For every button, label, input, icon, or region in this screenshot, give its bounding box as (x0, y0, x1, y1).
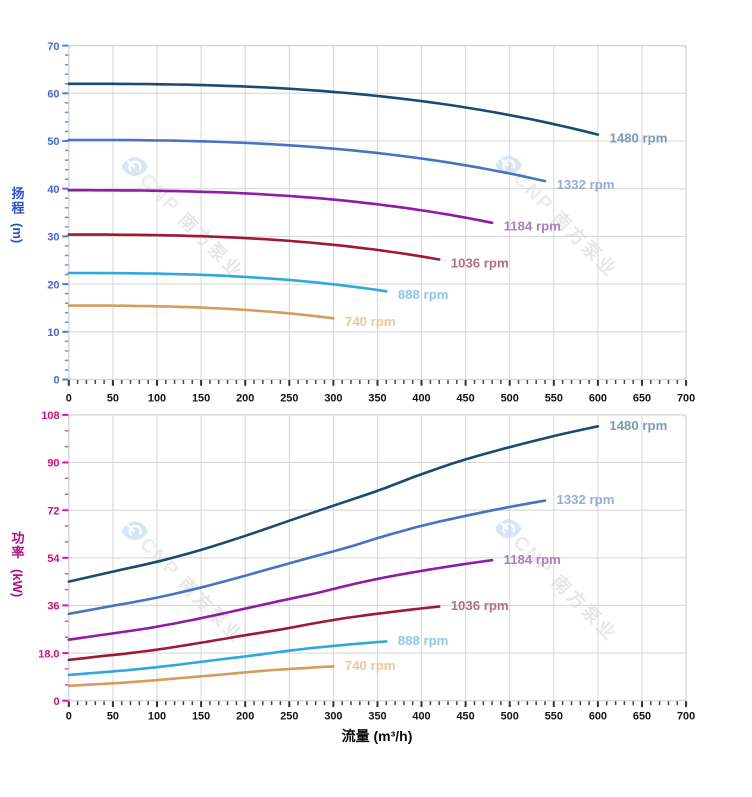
svg-text:300: 300 (324, 711, 342, 723)
svg-text:CNP 南方泵业: CNP 南方泵业 (509, 531, 622, 646)
svg-text:10: 10 (47, 327, 59, 339)
svg-text:400: 400 (412, 392, 430, 404)
svg-text:扬: 扬 (11, 186, 24, 201)
svg-text:1480 rpm: 1480 rpm (609, 418, 667, 433)
svg-text:550: 550 (545, 711, 563, 723)
svg-text:200: 200 (236, 392, 254, 404)
svg-text:740 rpm: 740 rpm (345, 658, 396, 673)
svg-text:700: 700 (677, 392, 695, 404)
svg-text:72: 72 (47, 505, 59, 517)
svg-text:60: 60 (47, 89, 59, 101)
svg-text:40: 40 (47, 184, 59, 196)
svg-text:50: 50 (107, 711, 119, 723)
svg-text:888 rpm: 888 rpm (398, 633, 449, 648)
svg-text:70: 70 (47, 41, 59, 53)
svg-text:流量 (m³/h): 流量 (m³/h) (342, 728, 413, 744)
svg-text:30: 30 (47, 232, 59, 244)
svg-text:700: 700 (677, 711, 695, 723)
svg-text:1332 rpm: 1332 rpm (557, 177, 615, 192)
svg-text:0: 0 (53, 375, 59, 387)
svg-text:740 rpm: 740 rpm (345, 314, 396, 329)
svg-text:400: 400 (412, 711, 430, 723)
svg-text:250: 250 (280, 711, 298, 723)
svg-text:300: 300 (324, 392, 342, 404)
svg-text:54: 54 (47, 553, 59, 565)
svg-text:888 rpm: 888 rpm (398, 287, 449, 302)
svg-text:1036 rpm: 1036 rpm (451, 598, 509, 613)
svg-text:600: 600 (589, 711, 607, 723)
svg-text:200: 200 (236, 711, 254, 723)
svg-text:1184 rpm: 1184 rpm (504, 552, 561, 567)
svg-text:90: 90 (47, 458, 59, 470)
svg-text:率: 率 (11, 545, 24, 560)
svg-text:50: 50 (47, 136, 59, 148)
svg-text:0: 0 (66, 392, 72, 404)
svg-text:(m): (m) (10, 223, 25, 243)
svg-text:100: 100 (148, 711, 166, 723)
svg-text:450: 450 (457, 392, 475, 404)
svg-text:600: 600 (589, 392, 607, 404)
svg-text:450: 450 (457, 711, 475, 723)
svg-text:150: 150 (192, 392, 210, 404)
svg-text:1480 rpm: 1480 rpm (610, 130, 668, 145)
svg-text:500: 500 (501, 711, 519, 723)
svg-text:CNP 南方泵业: CNP 南方泵业 (135, 169, 248, 284)
svg-text:500: 500 (501, 392, 519, 404)
svg-text:350: 350 (368, 392, 386, 404)
svg-text:0: 0 (66, 711, 72, 723)
svg-text:1184 rpm: 1184 rpm (504, 219, 561, 234)
svg-text:(kW): (kW) (10, 569, 25, 597)
svg-text:50: 50 (107, 392, 119, 404)
svg-text:350: 350 (368, 711, 386, 723)
svg-text:20: 20 (47, 279, 59, 291)
svg-text:650: 650 (633, 711, 651, 723)
svg-text:650: 650 (633, 392, 651, 404)
svg-text:100: 100 (148, 392, 166, 404)
svg-text:550: 550 (545, 392, 563, 404)
svg-text:250: 250 (280, 392, 298, 404)
svg-text:150: 150 (192, 711, 210, 723)
svg-text:18.0: 18.0 (38, 648, 59, 660)
svg-text:36: 36 (47, 601, 59, 613)
svg-text:功: 功 (11, 531, 24, 546)
svg-text:1332 rpm: 1332 rpm (557, 492, 615, 507)
svg-text:1036 rpm: 1036 rpm (451, 255, 509, 270)
svg-text:108: 108 (41, 410, 59, 422)
svg-text:程: 程 (11, 200, 24, 215)
svg-text:0: 0 (53, 696, 59, 708)
